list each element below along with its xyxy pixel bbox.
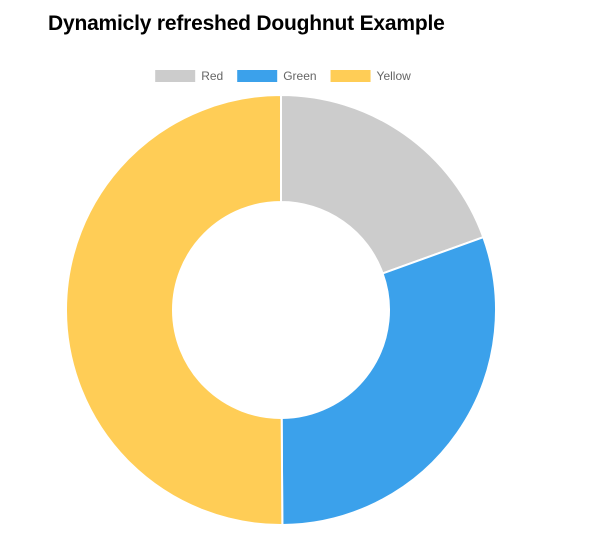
slice-red[interactable]	[280, 93, 485, 275]
legend-label-yellow: Yellow	[377, 69, 412, 83]
legend-label-red: Red	[201, 69, 223, 83]
legend-swatch-green	[237, 70, 278, 82]
legend-swatch-red	[155, 70, 196, 82]
chart-legend: Red Green Yellow	[155, 69, 411, 83]
doughnut-slices	[65, 93, 497, 527]
legend-label-green: Green	[283, 69, 316, 83]
legend-swatch-yellow	[330, 70, 371, 82]
legend-item-yellow[interactable]: Yellow	[330, 69, 412, 83]
slice-green[interactable]	[280, 235, 497, 527]
legend-item-green[interactable]: Green	[237, 69, 317, 83]
slice-yellow[interactable]	[65, 93, 284, 526]
chart-title: Dynamicly refreshed Doughnut Example	[48, 12, 445, 35]
legend-item-red[interactable]: Red	[155, 69, 223, 83]
